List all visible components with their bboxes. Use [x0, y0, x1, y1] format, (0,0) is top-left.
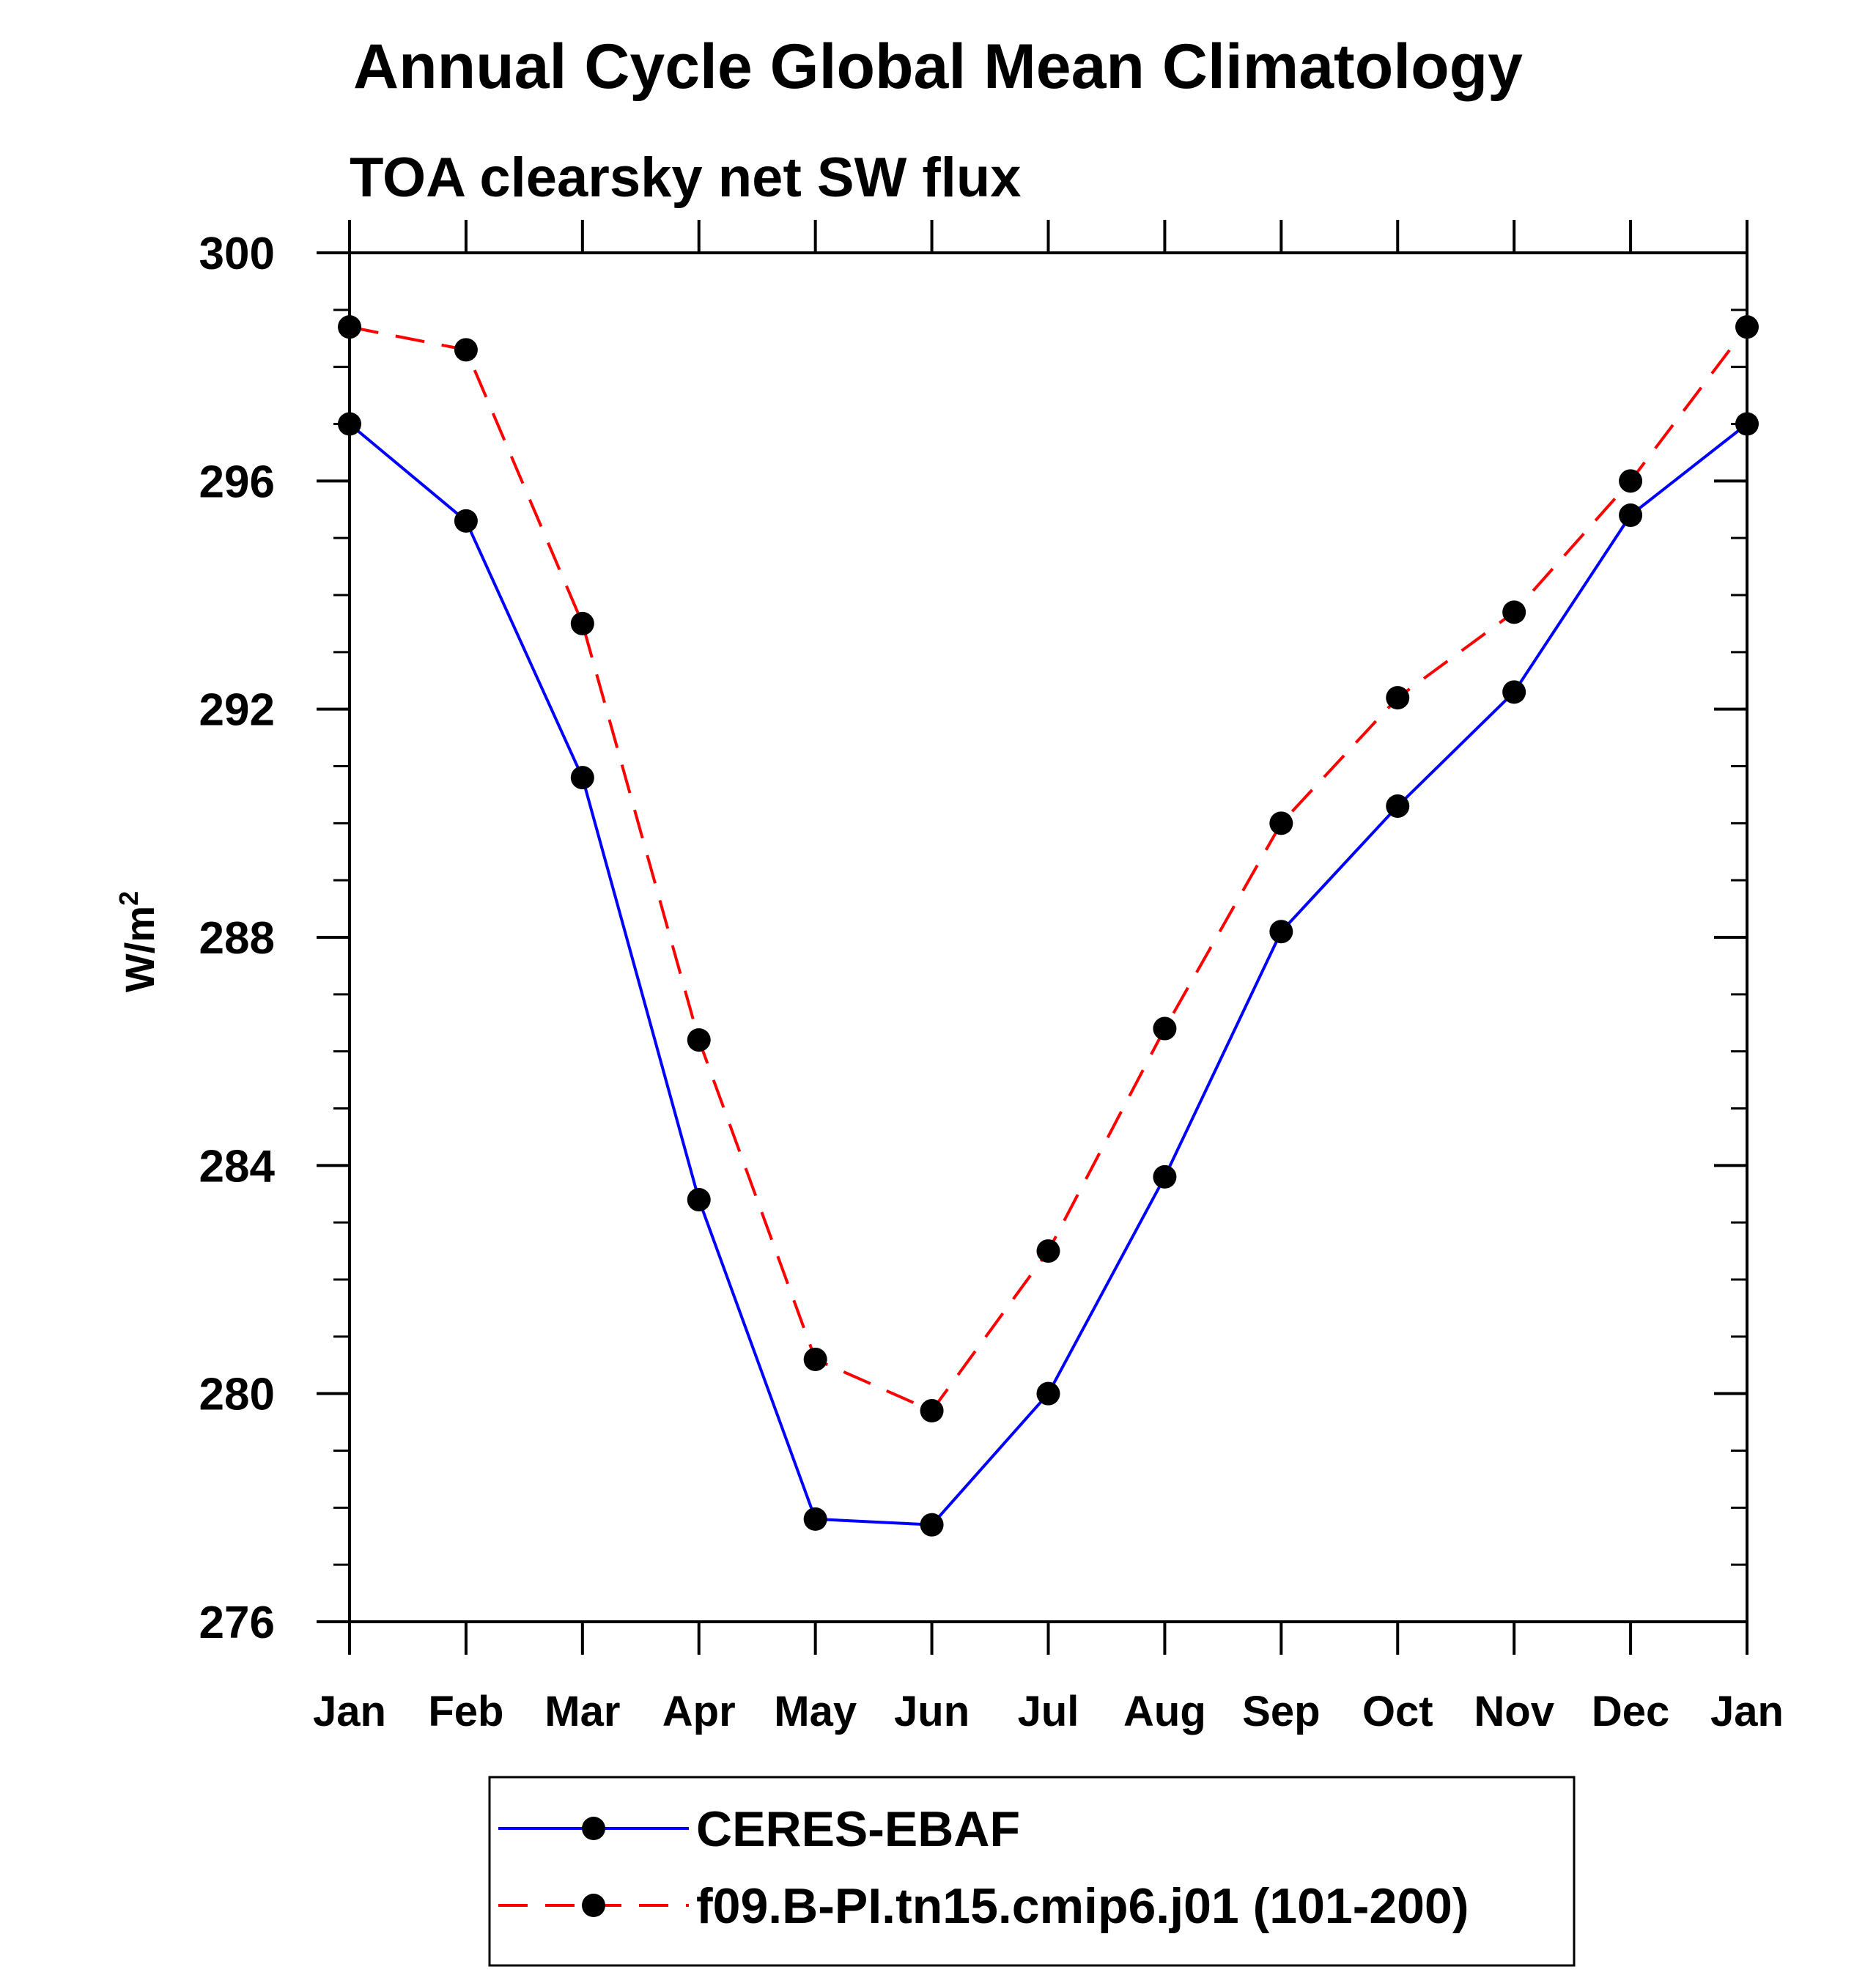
data-point — [1502, 680, 1526, 704]
legend-box — [488, 1776, 1576, 1967]
plot-frame — [348, 251, 1748, 1623]
legend-marker — [582, 1894, 605, 1917]
series-layer — [338, 315, 1759, 1537]
y-axis-label: W/m — [117, 906, 163, 992]
legend-marker — [582, 1817, 605, 1840]
legend-label: CERES-EBAF — [696, 1801, 1020, 1857]
series-line-1 — [348, 422, 1748, 1527]
data-point — [803, 1347, 827, 1371]
data-point — [338, 315, 361, 339]
data-point — [1269, 811, 1293, 835]
x-tick-label: Nov — [1474, 1688, 1554, 1735]
x-tick-label: Sep — [1242, 1688, 1320, 1735]
data-point — [1153, 1016, 1177, 1041]
legend-label: f09.B-PI.tn15.cmip6.j01 (101-200) — [696, 1878, 1469, 1934]
x-tick-label: Feb — [428, 1688, 503, 1735]
data-point — [920, 1399, 944, 1423]
x-tick-label: Jan — [313, 1688, 386, 1735]
data-point — [1619, 469, 1643, 493]
svg-text:W/m2: W/m2 — [114, 891, 163, 992]
y-tick-label: 284 — [199, 1141, 276, 1192]
data-point — [1502, 600, 1526, 624]
data-point — [1036, 1239, 1060, 1263]
y-tick-label: 280 — [199, 1370, 275, 1420]
data-point — [570, 766, 594, 790]
y-axis-ticks: 276 280 284 288 292 296 300 — [199, 229, 1747, 1648]
y-tick-label: 292 — [199, 685, 275, 736]
data-point — [1386, 686, 1410, 710]
legend: CERES-EBAF f09.B-PI.tn15.cmip6.j01 (101-2… — [488, 1776, 1576, 1967]
data-point — [338, 412, 361, 436]
data-point — [454, 338, 478, 362]
x-tick-label: Dec — [1592, 1688, 1669, 1735]
x-tick-label: Jan — [1710, 1688, 1784, 1735]
y-tick-label: 300 — [199, 229, 275, 279]
chart-title: Annual Cycle Global Mean Climatology — [353, 32, 1523, 102]
y-axis-title: W/m2 — [114, 891, 163, 992]
data-point — [1036, 1381, 1060, 1406]
data-point — [1269, 920, 1293, 944]
x-tick-label: Oct — [1362, 1688, 1433, 1735]
data-point — [920, 1513, 944, 1537]
data-point — [1153, 1164, 1177, 1189]
data-point — [1386, 794, 1410, 818]
y-tick-label: 276 — [199, 1598, 275, 1648]
data-point — [454, 509, 478, 533]
y-tick-label: 288 — [199, 913, 275, 964]
x-tick-label: Jun — [894, 1688, 970, 1735]
data-point — [1735, 412, 1759, 436]
x-tick-label: Jul — [1018, 1688, 1079, 1735]
data-point — [570, 611, 594, 635]
x-tick-label: Apr — [662, 1688, 736, 1735]
data-point — [803, 1507, 827, 1531]
data-point — [1735, 315, 1759, 339]
x-axis-ticks: Jan Feb Mar Apr May Jun Jul Aug Sep Oct Nov Dec Jan — [313, 220, 1784, 1735]
y-axis-label-superscript: 2 — [114, 891, 144, 906]
data-point — [687, 1188, 711, 1212]
x-tick-label: May — [774, 1688, 857, 1735]
chart-subtitle: TOA clearsky net SW flux — [350, 147, 1022, 209]
data-point — [1619, 503, 1643, 528]
x-tick-label: Aug — [1123, 1688, 1206, 1735]
x-tick-label: Mar — [544, 1688, 620, 1735]
data-point — [687, 1028, 711, 1052]
y-tick-label: 296 — [199, 457, 275, 507]
